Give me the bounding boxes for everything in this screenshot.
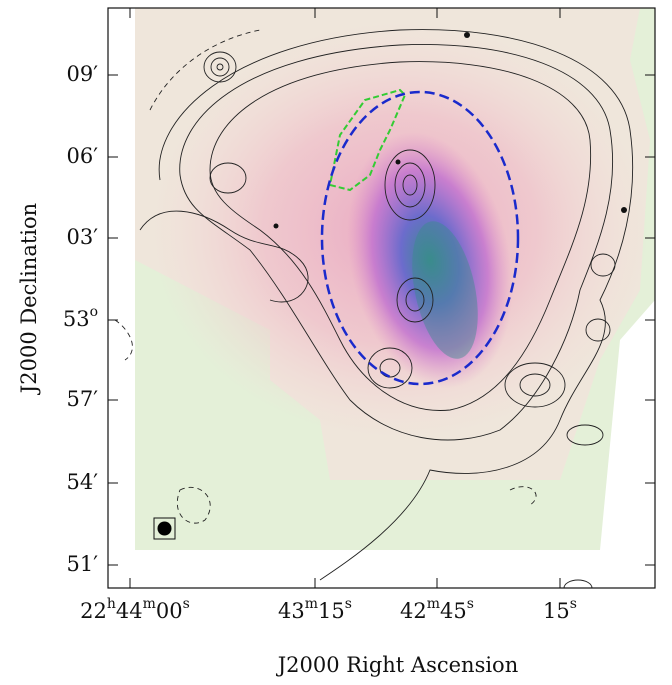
tick-label-part: 44 (116, 599, 143, 623)
beam-box (153, 517, 176, 540)
plot-frame (107, 7, 656, 589)
tick-label-part: 54′ (67, 470, 99, 494)
tick-label-part: 43 (278, 599, 305, 623)
tick-label-part: o (90, 304, 98, 320)
tick-label-part: 15 (318, 599, 345, 623)
tick-label-part: 06′ (67, 144, 99, 168)
tick-label-part: m (143, 596, 156, 612)
sky-image (108, 8, 655, 588)
ticks: 22h44m00s 43m15s 42m45s 15s09′06′03′53o57′5… (63, 8, 655, 623)
tick-label-part: 53 (63, 307, 90, 331)
tick-label: 57′ (67, 387, 99, 411)
tick-label-part: 09′ (67, 62, 99, 86)
tick-label: 15s (543, 596, 577, 623)
tick-label-part: 57′ (67, 387, 99, 411)
tick-label-part: 51′ (67, 552, 99, 576)
tick-label-part: s (467, 596, 474, 612)
tick-label-part: 22 (80, 599, 107, 623)
tick-label: 53o (63, 304, 98, 331)
tick-label-part: s (570, 596, 577, 612)
tick-label: 51′ (67, 552, 99, 576)
y-axis-label: J2000 Declination (17, 203, 41, 395)
tick-label-part: 03′ (67, 225, 99, 249)
beam (157, 521, 172, 536)
tick-label-part: 45 (440, 599, 467, 623)
tick-label: 54′ (67, 470, 99, 494)
tick-label: 09′ (67, 62, 99, 86)
tick-label: 06′ (67, 144, 99, 168)
tick-label: 03′ (67, 225, 99, 249)
tick-label: 22h44m00s (80, 596, 190, 623)
tick-label-part: s (345, 596, 352, 612)
tick-label: 42m45s (400, 596, 474, 623)
tick-label-part: m (427, 596, 440, 612)
tick-label-part: 42 (400, 599, 427, 623)
tick-label-part: 15 (543, 599, 570, 623)
tick-label-part: h (107, 596, 116, 612)
tick-label-part: 00 (156, 599, 183, 623)
x-axis-label: J2000 Right Ascension (276, 653, 518, 677)
tick-label-part: s (183, 596, 190, 612)
tick-label-part: m (305, 596, 318, 612)
tick-label: 43m15s (278, 596, 352, 623)
